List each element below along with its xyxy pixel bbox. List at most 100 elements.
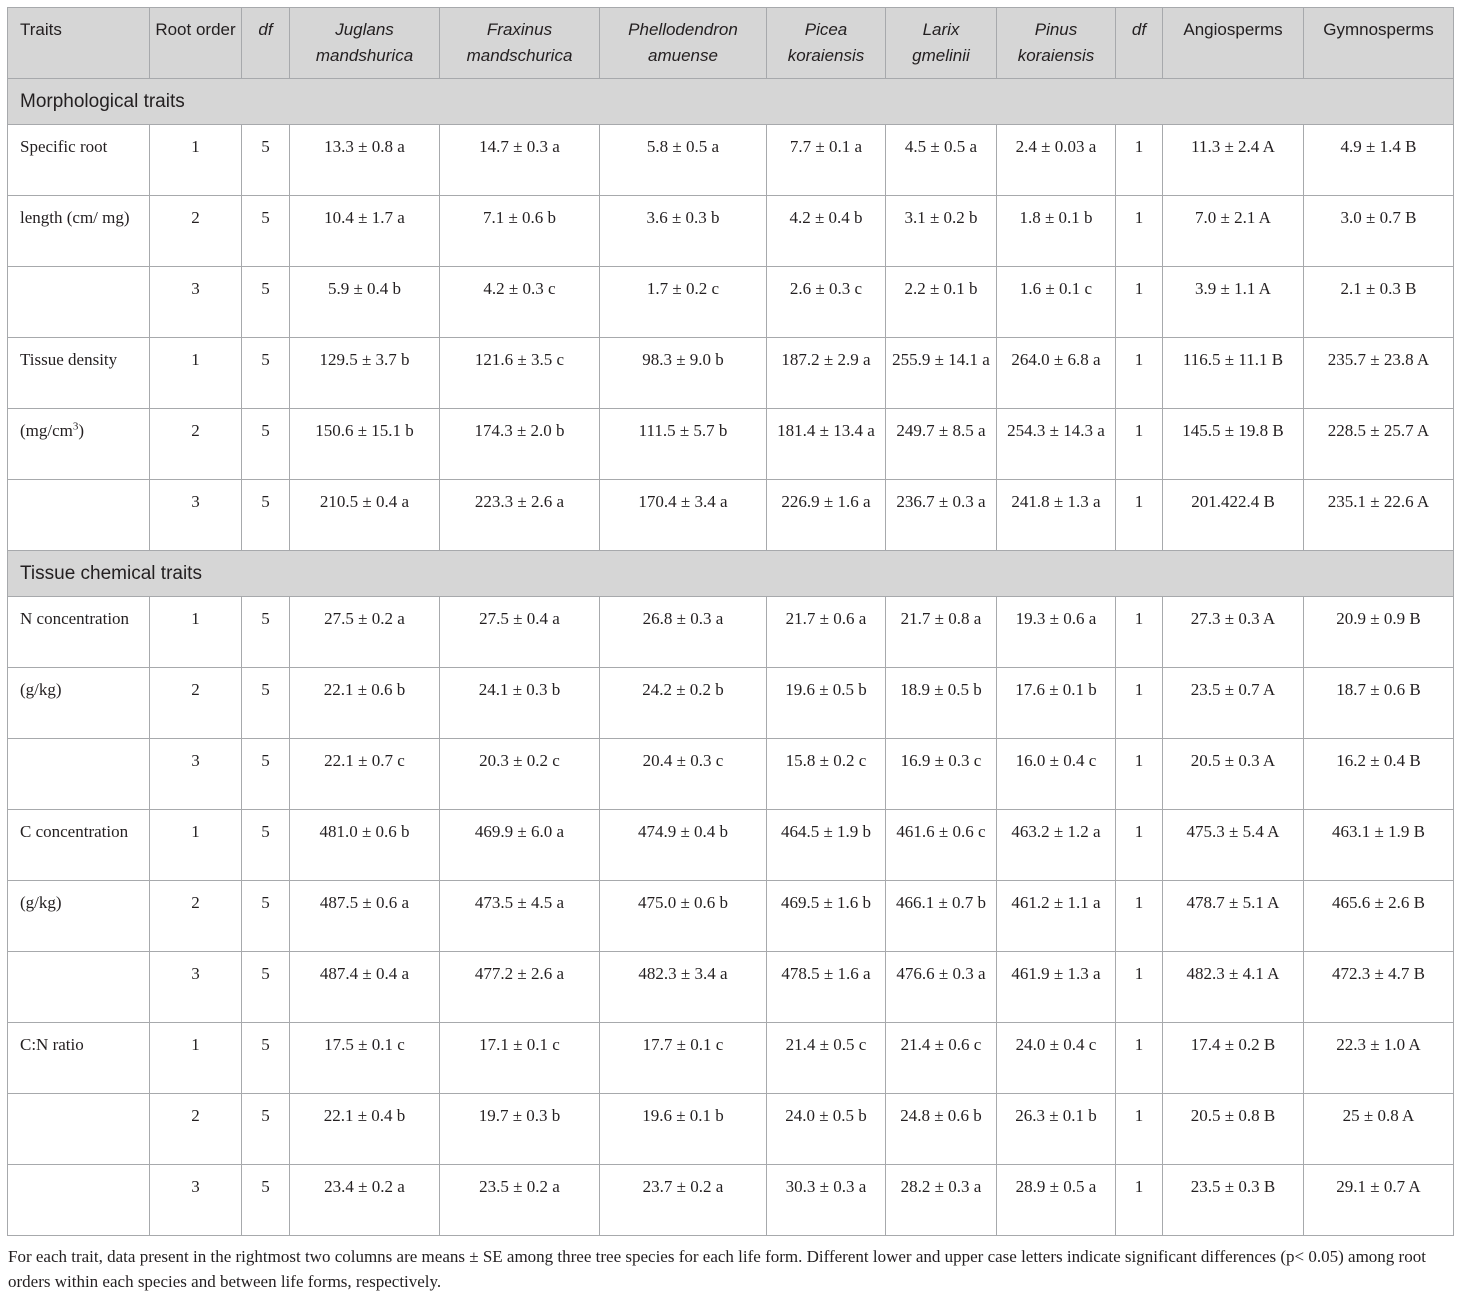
gymnosperms-cell: 18.7 ± 0.6 B — [1303, 667, 1454, 739]
gymnosperms-cell: 465.6 ± 2.6 B — [1303, 880, 1454, 952]
gymnosperms-cell: 3.0 ± 0.7 B — [1303, 195, 1454, 267]
species-value-cell: 98.3 ± 9.0 b — [599, 337, 767, 409]
trait-cell: length (cm/ mg) — [7, 195, 150, 267]
section-header-row: Tissue chemical traits — [7, 550, 1454, 597]
df-lifeform-cell: 1 — [1115, 479, 1163, 551]
species-value-cell: 236.7 ± 0.3 a — [885, 479, 997, 551]
species-value-cell: 174.3 ± 2.0 b — [439, 408, 600, 480]
df-lifeform-cell: 1 — [1115, 1093, 1163, 1165]
species-value-cell: 18.9 ± 0.5 b — [885, 667, 997, 739]
table-row: 2 5 22.1 ± 0.4 b 19.7 ± 0.3 b 19.6 ± 0.1 b 24… — [7, 1093, 1454, 1165]
species-value-cell: 249.7 ± 8.5 a — [885, 408, 997, 480]
root-order-cell: 2 — [149, 880, 242, 952]
species-value-cell: 27.5 ± 0.2 a — [289, 596, 440, 668]
trait-cell — [7, 1093, 150, 1165]
species-value-cell: 23.4 ± 0.2 a — [289, 1164, 440, 1236]
species-value-cell: 463.2 ± 1.2 a — [996, 809, 1116, 881]
gymnosperms-cell: 2.1 ± 0.3 B — [1303, 266, 1454, 338]
gymnosperms-cell: 16.2 ± 0.4 B — [1303, 738, 1454, 810]
df-cell: 5 — [241, 1164, 290, 1236]
df-cell: 5 — [241, 337, 290, 409]
df-lifeform-cell: 1 — [1115, 738, 1163, 810]
species-value-cell: 24.0 ± 0.5 b — [766, 1093, 886, 1165]
trait-cell — [7, 738, 150, 810]
header-species-4: Picea koraiensis — [766, 7, 886, 79]
species-value-cell: 1.6 ± 0.1 c — [996, 266, 1116, 338]
species-value-cell: 15.8 ± 0.2 c — [766, 738, 886, 810]
gymnosperms-cell: 228.5 ± 25.7 A — [1303, 408, 1454, 480]
df-lifeform-cell: 1 — [1115, 1022, 1163, 1094]
df-lifeform-cell: 1 — [1115, 337, 1163, 409]
species-value-cell: 466.1 ± 0.7 b — [885, 880, 997, 952]
root-order-cell: 2 — [149, 195, 242, 267]
gymnosperms-cell: 235.1 ± 22.6 A — [1303, 479, 1454, 551]
species-value-cell: 469.5 ± 1.6 b — [766, 880, 886, 952]
species-value-cell: 24.0 ± 0.4 c — [996, 1022, 1116, 1094]
species-value-cell: 23.7 ± 0.2 a — [599, 1164, 767, 1236]
species-value-cell: 477.2 ± 2.6 a — [439, 951, 600, 1023]
species-value-cell: 487.5 ± 0.6 a — [289, 880, 440, 952]
df-lifeform-cell: 1 — [1115, 195, 1163, 267]
species-value-cell: 4.2 ± 0.4 b — [766, 195, 886, 267]
species-value-cell: 476.6 ± 0.3 a — [885, 951, 997, 1023]
root-order-cell: 2 — [149, 408, 242, 480]
species-value-cell: 19.6 ± 0.5 b — [766, 667, 886, 739]
species-value-cell: 7.1 ± 0.6 b — [439, 195, 600, 267]
species-value-cell: 2.4 ± 0.03 a — [996, 124, 1116, 196]
table-row: 3 5 210.5 ± 0.4 a 223.3 ± 2.6 a 170.4 ± 3.4 … — [7, 479, 1454, 551]
table-row: N concentration 1 5 27.5 ± 0.2 a 27.5 ± 0.4 … — [7, 596, 1454, 668]
table-row: (g/kg) 2 5 487.5 ± 0.6 a 473.5 ± 4.5 a 475.0 … — [7, 880, 1454, 952]
trait-cell: (g/kg) — [7, 667, 150, 739]
species-value-cell: 487.4 ± 0.4 a — [289, 951, 440, 1023]
gymnosperms-cell: 235.7 ± 23.8 A — [1303, 337, 1454, 409]
root-order-cell: 3 — [149, 479, 242, 551]
species-value-cell: 7.7 ± 0.1 a — [766, 124, 886, 196]
gymnosperms-cell: 22.3 ± 1.0 A — [1303, 1022, 1454, 1094]
angiosperms-cell: 478.7 ± 5.1 A — [1162, 880, 1304, 952]
section-title: Morphological traits — [7, 78, 1454, 125]
species-value-cell: 129.5 ± 3.7 b — [289, 337, 440, 409]
angiosperms-cell: 23.5 ± 0.3 B — [1162, 1164, 1304, 1236]
species-value-cell: 469.9 ± 6.0 a — [439, 809, 600, 881]
species-value-cell: 121.6 ± 3.5 c — [439, 337, 600, 409]
species-value-cell: 5.8 ± 0.5 a — [599, 124, 767, 196]
angiosperms-cell: 116.5 ± 11.1 B — [1162, 337, 1304, 409]
table-row: (g/kg) 2 5 22.1 ± 0.6 b 24.1 ± 0.3 b 24.2 ± 0… — [7, 667, 1454, 739]
root-order-cell: 1 — [149, 809, 242, 881]
df-lifeform-cell: 1 — [1115, 1164, 1163, 1236]
species-value-cell: 22.1 ± 0.4 b — [289, 1093, 440, 1165]
root-order-cell: 3 — [149, 951, 242, 1023]
header-df: df — [241, 7, 290, 79]
angiosperms-cell: 201.422.4 B — [1162, 479, 1304, 551]
species-value-cell: 24.2 ± 0.2 b — [599, 667, 767, 739]
species-value-cell: 30.3 ± 0.3 a — [766, 1164, 886, 1236]
gymnosperms-cell: 29.1 ± 0.7 A — [1303, 1164, 1454, 1236]
species-value-cell: 17.7 ± 0.1 c — [599, 1022, 767, 1094]
df-cell: 5 — [241, 266, 290, 338]
species-value-cell: 21.7 ± 0.8 a — [885, 596, 997, 668]
header-angiosperms: Angiosperms — [1162, 7, 1304, 79]
table-row: 3 5 23.4 ± 0.2 a 23.5 ± 0.2 a 23.7 ± 0.2 a 30… — [7, 1164, 1454, 1236]
species-value-cell: 21.4 ± 0.6 c — [885, 1022, 997, 1094]
trait-cell — [7, 266, 150, 338]
df-cell: 5 — [241, 124, 290, 196]
table-row: C:N ratio 1 5 17.5 ± 0.1 c 17.1 ± 0.1 c 17.7 … — [7, 1022, 1454, 1094]
angiosperms-cell: 23.5 ± 0.7 A — [1162, 667, 1304, 739]
species-value-cell: 27.5 ± 0.4 a — [439, 596, 600, 668]
df-cell: 5 — [241, 951, 290, 1023]
trait-cell: (g/kg) — [7, 880, 150, 952]
species-value-cell: 16.0 ± 0.4 c — [996, 738, 1116, 810]
species-value-cell: 21.4 ± 0.5 c — [766, 1022, 886, 1094]
trait-cell — [7, 951, 150, 1023]
gymnosperms-cell: 20.9 ± 0.9 B — [1303, 596, 1454, 668]
species-value-cell: 482.3 ± 3.4 a — [599, 951, 767, 1023]
species-value-cell: 16.9 ± 0.3 c — [885, 738, 997, 810]
df-lifeform-cell: 1 — [1115, 667, 1163, 739]
species-value-cell: 20.4 ± 0.3 c — [599, 738, 767, 810]
trait-cell — [7, 1164, 150, 1236]
angiosperms-cell: 7.0 ± 2.1 A — [1162, 195, 1304, 267]
species-value-cell: 461.9 ± 1.3 a — [996, 951, 1116, 1023]
df-lifeform-cell: 1 — [1115, 951, 1163, 1023]
species-value-cell: 3.6 ± 0.3 b — [599, 195, 767, 267]
header-root-order: Root order — [149, 7, 242, 79]
